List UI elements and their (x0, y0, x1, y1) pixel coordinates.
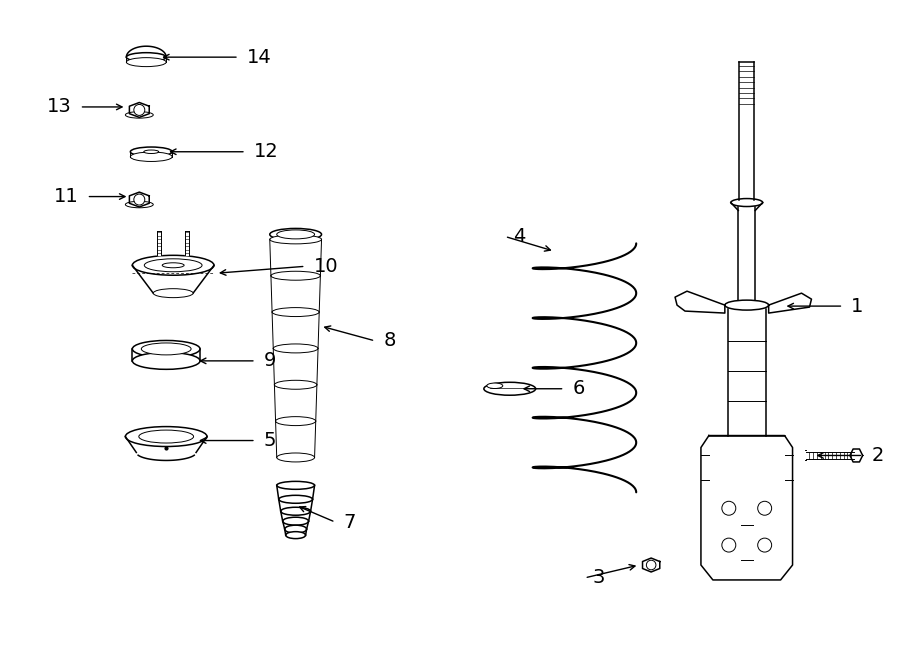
Circle shape (134, 104, 145, 116)
Polygon shape (738, 206, 755, 306)
Polygon shape (769, 293, 812, 313)
Polygon shape (158, 231, 161, 255)
Ellipse shape (281, 507, 310, 515)
Polygon shape (185, 231, 189, 255)
Circle shape (722, 538, 736, 552)
Text: 3: 3 (592, 568, 605, 588)
Ellipse shape (144, 259, 202, 272)
Ellipse shape (285, 531, 306, 539)
Ellipse shape (276, 230, 315, 239)
Ellipse shape (125, 112, 153, 118)
Text: 14: 14 (247, 48, 272, 67)
Ellipse shape (274, 344, 318, 353)
Text: 6: 6 (572, 379, 585, 399)
Circle shape (758, 538, 771, 552)
Ellipse shape (724, 300, 769, 310)
Ellipse shape (271, 271, 320, 280)
Ellipse shape (279, 495, 312, 503)
Polygon shape (728, 309, 766, 436)
Circle shape (646, 561, 656, 570)
Ellipse shape (270, 235, 321, 244)
Text: 11: 11 (54, 187, 78, 206)
Text: 5: 5 (264, 431, 276, 450)
Circle shape (758, 501, 771, 515)
Ellipse shape (132, 352, 200, 369)
Circle shape (134, 194, 145, 205)
Ellipse shape (132, 340, 200, 358)
Ellipse shape (130, 147, 172, 157)
Text: 10: 10 (313, 256, 338, 276)
Ellipse shape (272, 307, 320, 317)
Polygon shape (643, 558, 660, 572)
Text: 12: 12 (254, 142, 279, 161)
Text: 13: 13 (47, 97, 72, 116)
Ellipse shape (126, 53, 166, 61)
Text: 4: 4 (513, 227, 525, 246)
Text: 2: 2 (871, 446, 884, 465)
Polygon shape (701, 436, 793, 580)
Ellipse shape (125, 202, 153, 208)
Ellipse shape (270, 229, 321, 241)
Ellipse shape (276, 481, 315, 489)
Polygon shape (130, 192, 149, 207)
Ellipse shape (126, 58, 166, 67)
Ellipse shape (283, 517, 309, 525)
Circle shape (722, 501, 736, 515)
Ellipse shape (731, 198, 762, 206)
Ellipse shape (487, 383, 503, 389)
Polygon shape (850, 449, 862, 462)
Ellipse shape (276, 453, 315, 462)
Text: 1: 1 (851, 297, 864, 315)
Polygon shape (806, 452, 854, 459)
Ellipse shape (132, 255, 214, 275)
Ellipse shape (139, 430, 194, 443)
Ellipse shape (153, 289, 194, 297)
Polygon shape (130, 102, 149, 118)
Text: 7: 7 (344, 513, 356, 531)
Ellipse shape (275, 416, 316, 426)
Polygon shape (739, 62, 754, 200)
Ellipse shape (162, 263, 184, 268)
Ellipse shape (484, 382, 536, 395)
Ellipse shape (141, 343, 191, 355)
Ellipse shape (284, 525, 307, 533)
Text: 9: 9 (264, 352, 276, 370)
Polygon shape (675, 291, 724, 313)
Ellipse shape (144, 150, 158, 153)
Ellipse shape (274, 380, 317, 389)
Text: 8: 8 (383, 331, 396, 350)
Ellipse shape (125, 426, 207, 447)
Ellipse shape (130, 152, 172, 161)
